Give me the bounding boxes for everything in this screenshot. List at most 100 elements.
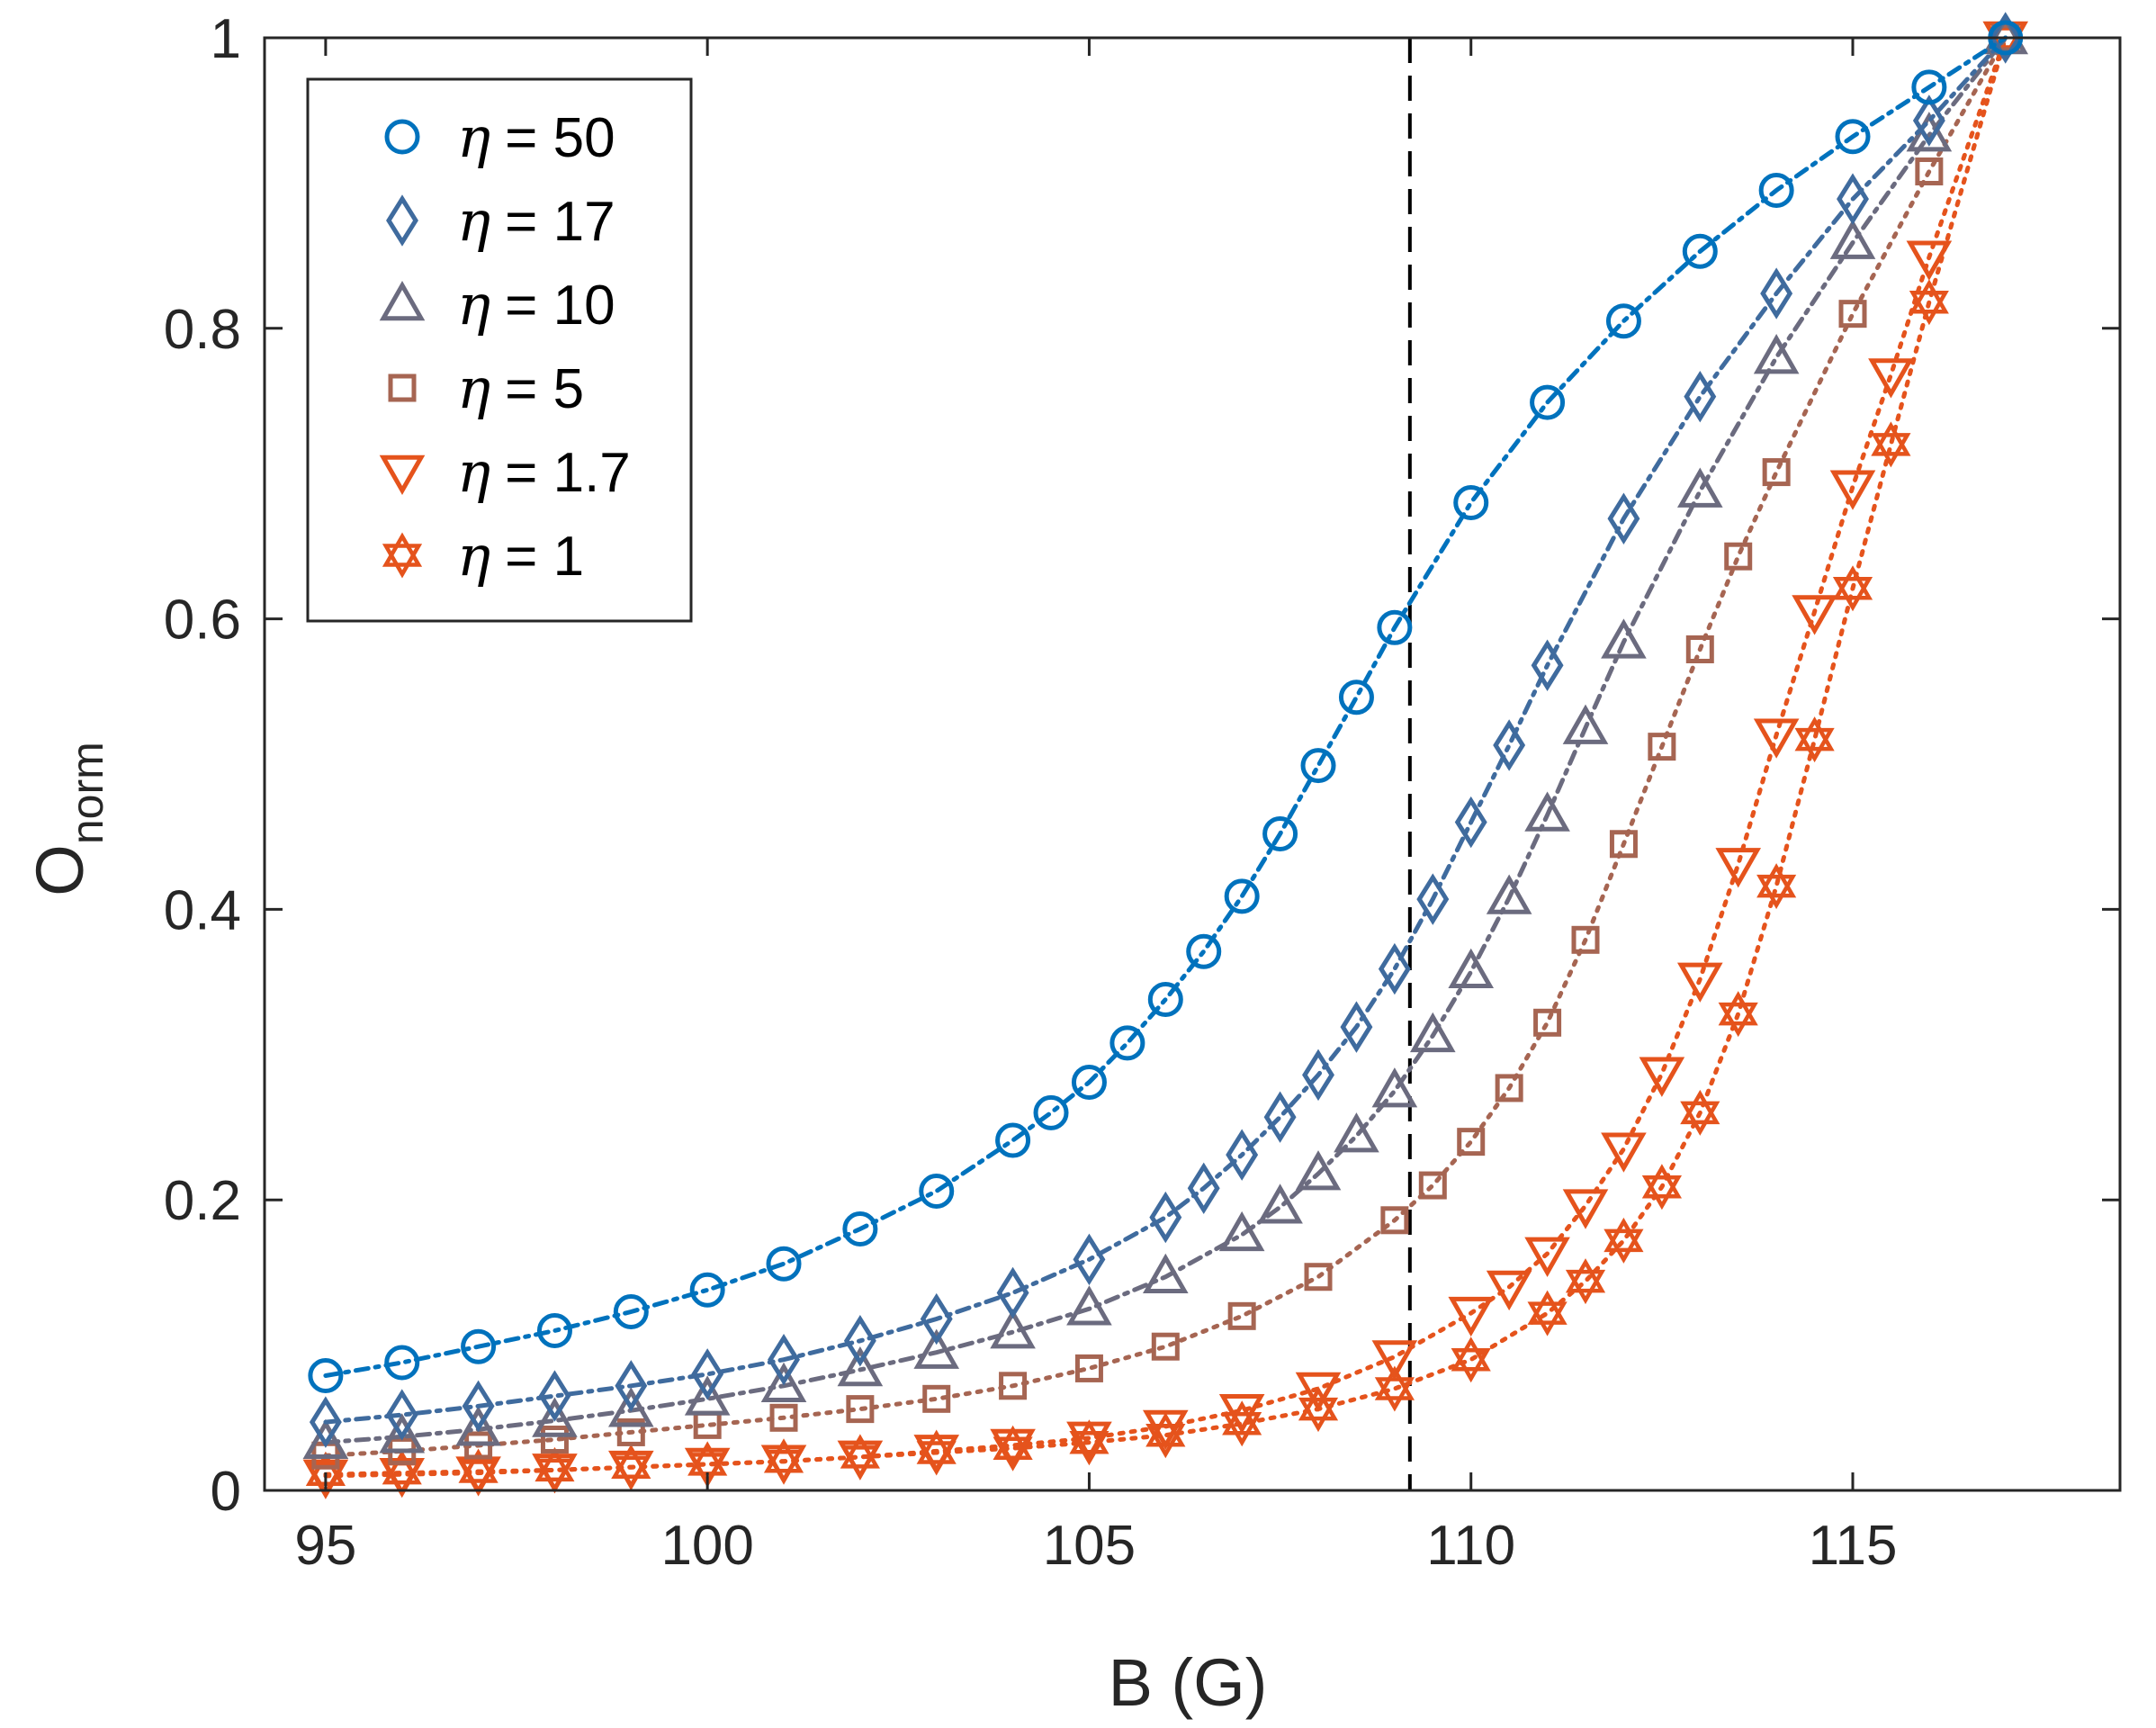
- series-2-point: [1263, 1091, 1297, 1143]
- series-6-point-down: [1527, 1301, 1568, 1336]
- series-6-point-up: [1718, 991, 1758, 1026]
- legend-label: η = 1: [457, 523, 584, 589]
- series-1-point: [1377, 609, 1413, 645]
- series-6-point-down: [1604, 1228, 1644, 1264]
- series-1-point: [1262, 815, 1298, 851]
- series-4-point: [1648, 733, 1676, 761]
- x-tick-label: 100: [660, 1515, 753, 1577]
- legend-marker: [379, 280, 426, 321]
- y-tick-label: 0.2: [164, 1170, 241, 1232]
- series-5-point: [913, 1435, 960, 1475]
- series-3-point: [1142, 1253, 1189, 1293]
- y-tick-label: 1: [211, 8, 241, 70]
- series-3-point: [1676, 467, 1723, 508]
- series-1-point: [1033, 1094, 1069, 1130]
- series-4-line: [323, 35, 2008, 1458]
- series-5-point: [1218, 1393, 1265, 1435]
- series-6-point: [1909, 279, 1949, 326]
- legend-symbol: η: [457, 104, 490, 170]
- series-6-point-up: [1527, 1290, 1568, 1325]
- series-4-point: [1304, 1263, 1333, 1292]
- series-4-point: [616, 1418, 645, 1446]
- series-2-point: [1149, 1191, 1182, 1244]
- series-6-point-down: [1641, 1174, 1682, 1210]
- legend-entry: η = 1: [382, 523, 584, 589]
- series-2-point: [920, 1292, 953, 1346]
- series-4-point: [1685, 634, 1714, 663]
- series-5-point: [1753, 718, 1800, 759]
- y-axis-title: Onorm: [22, 742, 112, 896]
- plot-area: [302, 12, 2029, 1499]
- series-4-point: [1074, 1354, 1103, 1382]
- series-5-point: [1715, 848, 1762, 888]
- series-2-point: [996, 1266, 1029, 1319]
- series-4-point: [1227, 1301, 1256, 1330]
- series-5-point: [532, 1454, 578, 1494]
- legend-marker-up: [382, 532, 423, 567]
- series-3-point: [302, 1418, 349, 1459]
- series-6-point: [1298, 1386, 1339, 1433]
- series-3: [302, 14, 2029, 1459]
- series-3-point: [990, 1309, 1036, 1349]
- series-4-point: [1838, 300, 1867, 328]
- series-5-point: [1142, 1409, 1189, 1451]
- series-2-point: [691, 1348, 724, 1400]
- series-3-point: [608, 1387, 654, 1427]
- series-1-point: [1224, 878, 1260, 914]
- series-3-point: [1829, 219, 1876, 259]
- series-6-point-down: [1832, 576, 1873, 612]
- series-6-point-up: [1298, 1386, 1339, 1421]
- series-4-point: [1533, 1008, 1562, 1037]
- legend-entry: η = 1.7: [379, 439, 631, 505]
- series-2-line: [323, 35, 2008, 1425]
- legend-label: η = 17: [457, 188, 615, 254]
- series-3-point: [379, 1413, 426, 1454]
- x-tick-label: 95: [294, 1515, 356, 1577]
- legend-label: η = 50: [457, 104, 615, 170]
- series-1-point: [1300, 748, 1336, 784]
- series-2-point: [1607, 492, 1640, 544]
- series-5-point: [1524, 1237, 1570, 1277]
- axes-box: [263, 36, 2122, 1492]
- series-1-point: [1071, 1064, 1107, 1100]
- series-5-point: [1448, 1296, 1495, 1337]
- series-6-point-up: [1794, 716, 1835, 752]
- series-3-point: [1371, 1067, 1418, 1108]
- series-5-point: [608, 1450, 654, 1491]
- legend-box: [306, 77, 693, 623]
- series-6-point-up: [1909, 279, 1949, 314]
- series-1-point: [1109, 1025, 1145, 1061]
- legend-symbol: η: [457, 439, 490, 505]
- series-6-point-up: [1641, 1164, 1682, 1199]
- series-4-point: [1609, 830, 1638, 859]
- x-tick-label: 105: [1043, 1515, 1136, 1577]
- series-1-point: [613, 1293, 649, 1329]
- y-tick-label: 0: [211, 1461, 241, 1523]
- series-2-point: [615, 1360, 648, 1412]
- series-3-point: [1295, 1150, 1342, 1191]
- legend-equals: = 1.7: [505, 442, 631, 504]
- legend-marker: [382, 532, 423, 579]
- y-tick-label: 0.4: [164, 879, 241, 941]
- series-1-point: [1605, 303, 1641, 339]
- series-5-point: [379, 1457, 426, 1498]
- legend-symbol: η: [457, 188, 490, 254]
- series-1-point: [1911, 69, 1947, 105]
- series-6-point-up: [611, 1444, 651, 1479]
- series-6-point: [1871, 421, 1911, 468]
- series-2-point: [1340, 1001, 1373, 1053]
- series-4-point: [1571, 925, 1600, 954]
- legend-label: η = 5: [457, 356, 584, 421]
- series-6-point-up: [1604, 1217, 1644, 1253]
- series-3-point: [913, 1328, 960, 1369]
- series-1-point: [842, 1210, 878, 1246]
- series-1-point: [384, 1345, 420, 1381]
- series-6-point: [1527, 1290, 1568, 1336]
- series-4-point: [769, 1403, 798, 1432]
- series-6-point-down: [1451, 1347, 1491, 1383]
- legend-entry: η = 5: [388, 356, 584, 421]
- series-2-point: [538, 1370, 571, 1422]
- x-axis-title: B (G): [1109, 1645, 1268, 1720]
- series-5-point: [302, 1459, 349, 1499]
- series-1-point: [1453, 484, 1489, 520]
